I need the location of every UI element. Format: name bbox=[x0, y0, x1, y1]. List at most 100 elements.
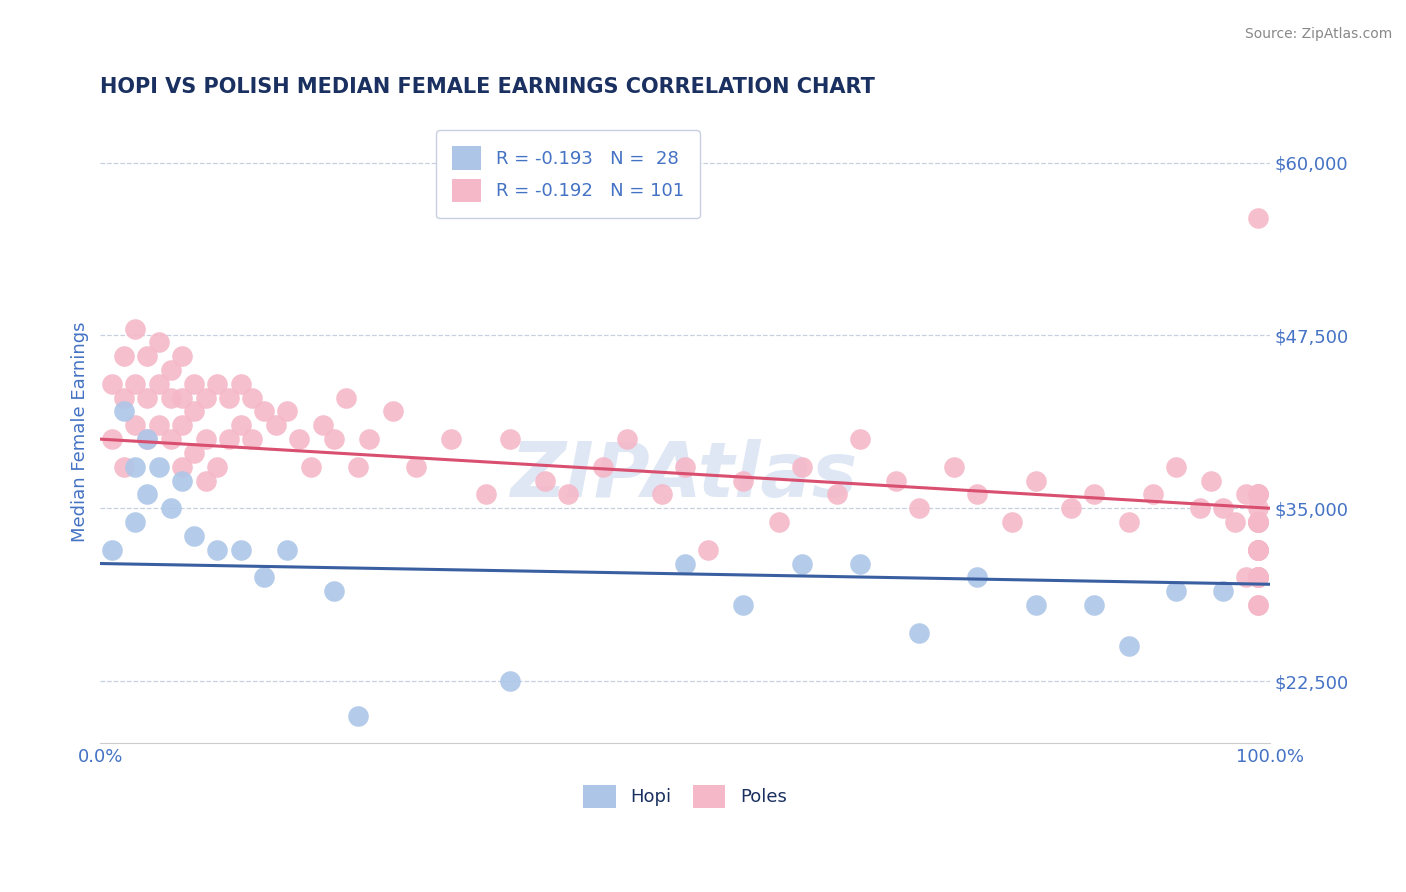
Y-axis label: Median Female Earnings: Median Female Earnings bbox=[72, 322, 89, 542]
Point bbox=[101, 432, 124, 446]
Point bbox=[172, 391, 194, 405]
Point bbox=[218, 432, 240, 446]
Point bbox=[346, 459, 368, 474]
Point bbox=[148, 335, 170, 350]
Point bbox=[112, 349, 135, 363]
Point bbox=[159, 432, 181, 446]
Point bbox=[1234, 487, 1257, 501]
Point bbox=[651, 487, 673, 501]
Point bbox=[1247, 542, 1270, 557]
Point bbox=[1247, 598, 1270, 612]
Point bbox=[557, 487, 579, 501]
Point bbox=[148, 376, 170, 391]
Point bbox=[264, 418, 287, 433]
Point bbox=[112, 459, 135, 474]
Point bbox=[1188, 501, 1211, 516]
Point bbox=[240, 432, 263, 446]
Point bbox=[1247, 542, 1270, 557]
Point bbox=[849, 557, 872, 571]
Point bbox=[101, 542, 124, 557]
Point bbox=[1247, 570, 1270, 584]
Point bbox=[253, 570, 276, 584]
Point bbox=[405, 459, 427, 474]
Point bbox=[1247, 542, 1270, 557]
Point bbox=[1247, 487, 1270, 501]
Point bbox=[908, 625, 931, 640]
Point bbox=[1060, 501, 1083, 516]
Point bbox=[276, 542, 298, 557]
Point bbox=[1025, 598, 1047, 612]
Point bbox=[240, 391, 263, 405]
Point bbox=[323, 432, 346, 446]
Legend: Hopi, Poles: Hopi, Poles bbox=[576, 778, 794, 815]
Point bbox=[1223, 515, 1246, 529]
Point bbox=[276, 404, 298, 418]
Point bbox=[183, 404, 205, 418]
Point bbox=[207, 542, 229, 557]
Point bbox=[346, 708, 368, 723]
Point bbox=[592, 459, 614, 474]
Point bbox=[908, 501, 931, 516]
Point bbox=[299, 459, 322, 474]
Point bbox=[183, 446, 205, 460]
Point bbox=[1247, 570, 1270, 584]
Point bbox=[288, 432, 311, 446]
Point bbox=[1247, 542, 1270, 557]
Point bbox=[1166, 459, 1188, 474]
Point bbox=[124, 515, 146, 529]
Point bbox=[218, 391, 240, 405]
Point bbox=[475, 487, 498, 501]
Point bbox=[1199, 474, 1222, 488]
Text: Source: ZipAtlas.com: Source: ZipAtlas.com bbox=[1244, 27, 1392, 41]
Point bbox=[616, 432, 638, 446]
Point bbox=[172, 474, 194, 488]
Point bbox=[673, 557, 696, 571]
Point bbox=[498, 673, 520, 688]
Point bbox=[533, 474, 555, 488]
Point bbox=[183, 376, 205, 391]
Point bbox=[440, 432, 463, 446]
Point bbox=[1247, 211, 1270, 225]
Point bbox=[159, 501, 181, 516]
Point bbox=[1083, 598, 1105, 612]
Point bbox=[884, 474, 907, 488]
Point bbox=[1247, 570, 1270, 584]
Point bbox=[1001, 515, 1024, 529]
Point bbox=[790, 557, 813, 571]
Point bbox=[733, 474, 755, 488]
Point bbox=[172, 349, 194, 363]
Point bbox=[1247, 598, 1270, 612]
Point bbox=[323, 584, 346, 599]
Point bbox=[136, 432, 159, 446]
Point bbox=[335, 391, 357, 405]
Point bbox=[498, 432, 520, 446]
Point bbox=[359, 432, 381, 446]
Point bbox=[1247, 515, 1270, 529]
Point bbox=[172, 459, 194, 474]
Point bbox=[1247, 515, 1270, 529]
Text: HOPI VS POLISH MEDIAN FEMALE EARNINGS CORRELATION CHART: HOPI VS POLISH MEDIAN FEMALE EARNINGS CO… bbox=[100, 78, 875, 97]
Point bbox=[966, 570, 988, 584]
Point bbox=[1212, 501, 1234, 516]
Text: ZIPAtlas: ZIPAtlas bbox=[512, 439, 859, 513]
Point bbox=[673, 459, 696, 474]
Point bbox=[1247, 487, 1270, 501]
Point bbox=[101, 376, 124, 391]
Point bbox=[194, 432, 217, 446]
Point bbox=[966, 487, 988, 501]
Point bbox=[1166, 584, 1188, 599]
Point bbox=[825, 487, 848, 501]
Point bbox=[124, 418, 146, 433]
Point bbox=[1083, 487, 1105, 501]
Point bbox=[733, 598, 755, 612]
Point bbox=[194, 391, 217, 405]
Point bbox=[253, 404, 276, 418]
Point bbox=[943, 459, 966, 474]
Point bbox=[1247, 570, 1270, 584]
Point bbox=[172, 418, 194, 433]
Point bbox=[1234, 570, 1257, 584]
Point bbox=[136, 391, 159, 405]
Point bbox=[229, 542, 252, 557]
Point bbox=[790, 459, 813, 474]
Point bbox=[1247, 515, 1270, 529]
